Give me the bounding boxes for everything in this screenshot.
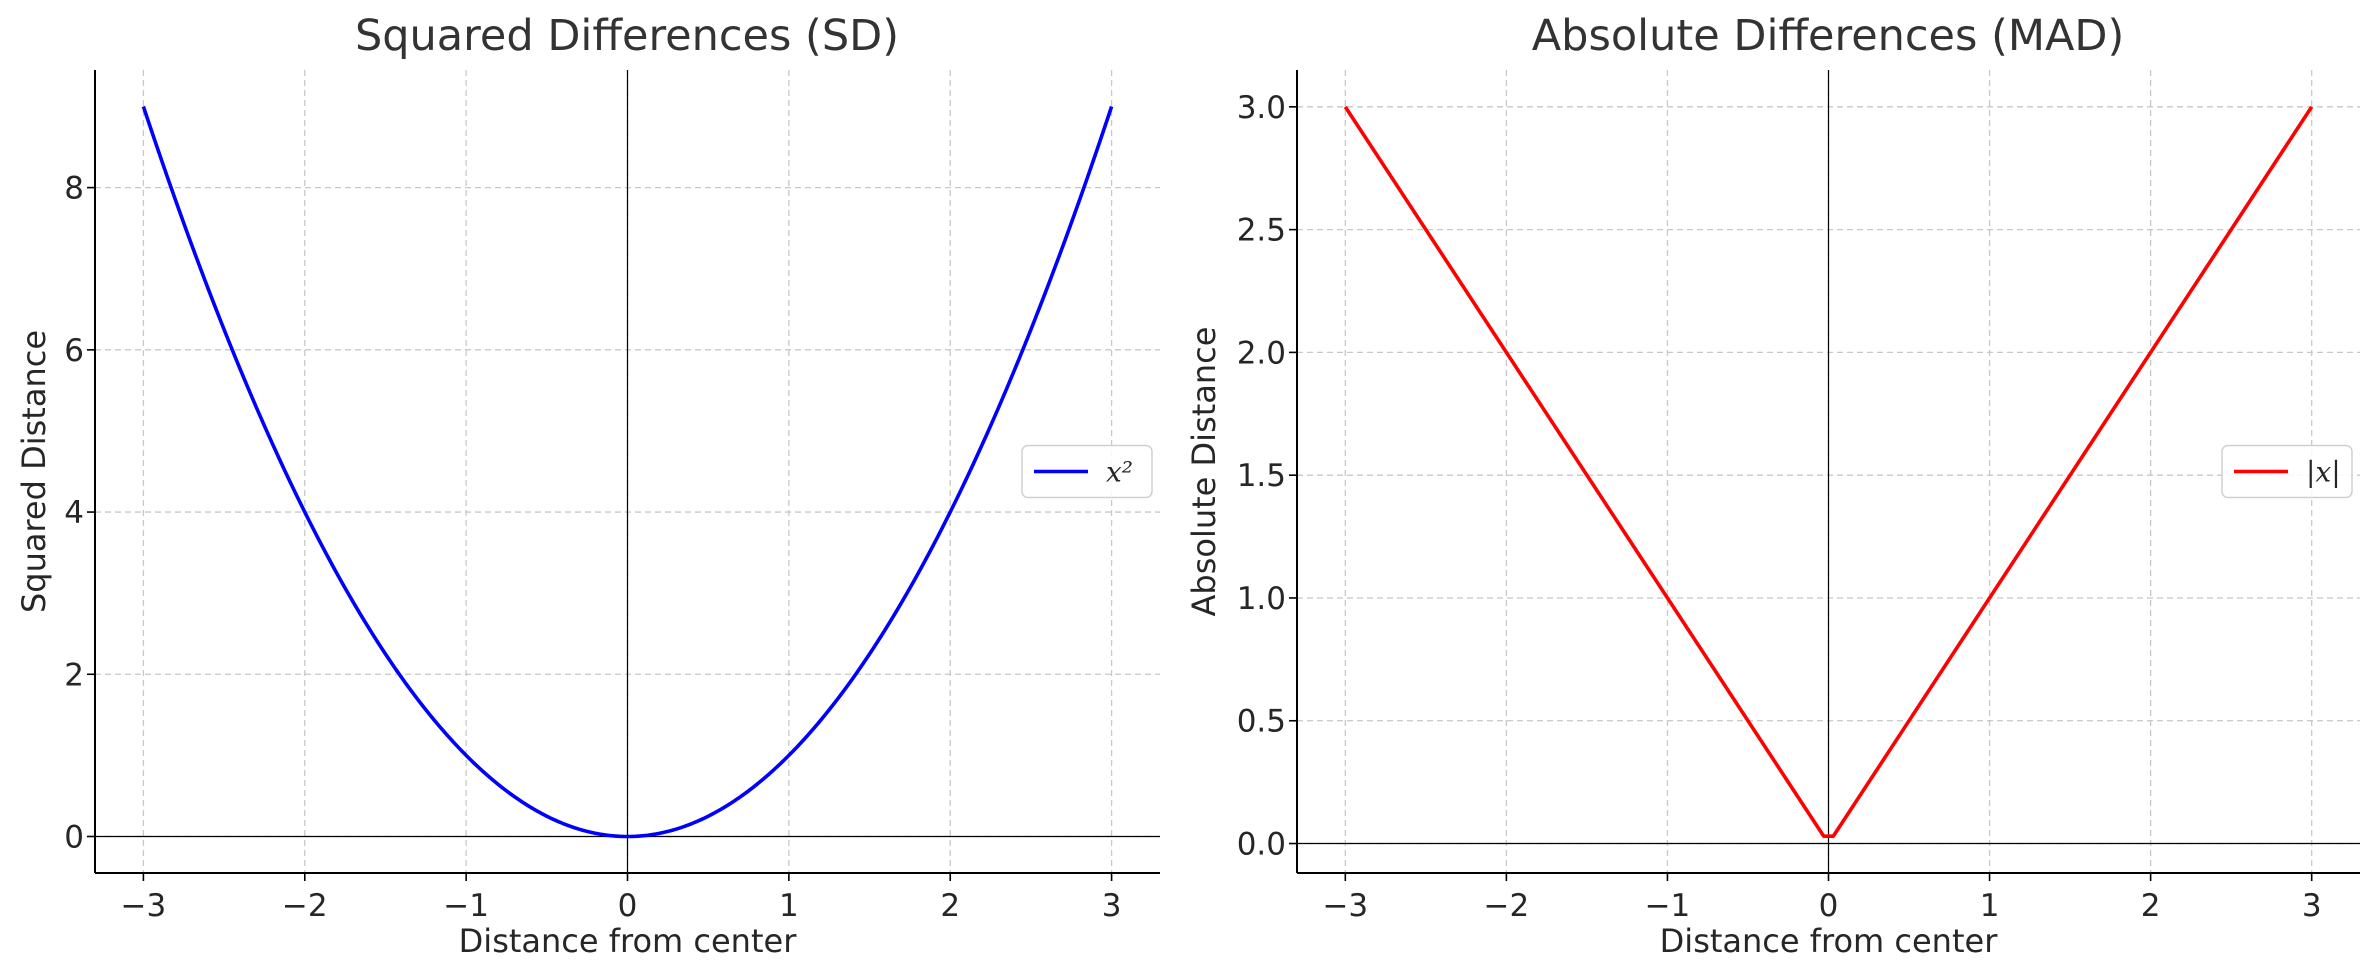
x-tick-label: 0 <box>618 888 638 924</box>
y-tick-label: 2.0 <box>1237 335 1286 371</box>
x-tick-label: 2 <box>2141 888 2161 924</box>
y-tick-label: 1.5 <box>1237 458 1286 494</box>
x-tick-label: 3 <box>1102 888 1122 924</box>
y-axis-label: Squared Distance <box>15 330 53 613</box>
x-tick-label: −3 <box>1322 888 1368 924</box>
series-line-abs-x <box>1343 105 2314 838</box>
panel-squared-differences: −3 −2 −1 0 1 2 3 0 2 4 6 8 Squared Differences (SD) D… <box>15 11 1160 960</box>
x-tick-label: −1 <box>1645 888 1691 924</box>
x-tick-label: 0 <box>1819 888 1839 924</box>
x-tick-label: −2 <box>282 888 328 924</box>
y-tick-label: 0.0 <box>1237 827 1286 863</box>
x-tick-label: −1 <box>443 888 489 924</box>
y-tick-label: 0 <box>64 820 84 856</box>
x-tick-label: 2 <box>940 888 960 924</box>
y-tick-label: 2.5 <box>1237 213 1286 249</box>
x-tick-label: 1 <box>1980 888 2000 924</box>
y-tick-label: 3.0 <box>1237 90 1286 126</box>
x-tick-label: −2 <box>1484 888 1530 924</box>
chart-title: Absolute Differences (MAD) <box>1532 11 2125 61</box>
y-tick-label: 4 <box>64 495 84 531</box>
y-tick-label: 8 <box>64 171 84 207</box>
y-tick-label: 2 <box>64 657 84 693</box>
legend-label: x² <box>1106 456 1133 489</box>
x-tick-label: −3 <box>121 888 167 924</box>
x-tick-label: 1 <box>779 888 799 924</box>
series-line-x-squared <box>141 105 1114 839</box>
x-axis-label: Distance from center <box>1660 922 1999 960</box>
legend: x² <box>1021 444 1153 499</box>
chart-title: Squared Differences (SD) <box>355 11 899 61</box>
legend: |x| <box>2221 444 2353 499</box>
y-tick-label: 1.0 <box>1237 581 1286 617</box>
y-axis-label: Absolute Distance <box>1185 327 1223 617</box>
panel-absolute-differences: −3 −2 −1 0 1 2 3 0.0 0.5 1.0 1.5 2.0 2.5 3.0 Absolute … <box>1185 11 2360 960</box>
legend-label: |x| <box>2306 456 2341 489</box>
x-tick-label: 3 <box>2302 888 2322 924</box>
y-tick-label: 6 <box>64 333 84 369</box>
y-tick-label: 0.5 <box>1237 704 1286 740</box>
x-axis-label: Distance from center <box>459 922 798 960</box>
